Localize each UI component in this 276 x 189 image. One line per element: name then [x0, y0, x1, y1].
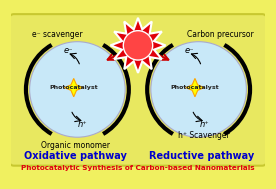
Text: Photocatalytic Synthesis of Carbon-based Nanomaterials: Photocatalytic Synthesis of Carbon-based…: [21, 165, 255, 171]
Text: h⁺ Scavenger: h⁺ Scavenger: [178, 131, 230, 140]
Text: h⁺: h⁺: [78, 120, 88, 129]
Circle shape: [151, 42, 246, 137]
Text: Photocatalyst: Photocatalyst: [49, 85, 98, 90]
Text: e⁻: e⁻: [185, 46, 194, 55]
Text: Reductive pathway: Reductive pathway: [149, 151, 254, 161]
Circle shape: [30, 42, 125, 137]
Text: e⁻: e⁻: [63, 46, 73, 55]
Polygon shape: [65, 78, 83, 97]
Polygon shape: [110, 18, 166, 73]
Text: Carbon precursor: Carbon precursor: [187, 30, 254, 39]
Circle shape: [123, 31, 153, 60]
Text: e⁻ scavenger: e⁻ scavenger: [32, 30, 83, 39]
FancyBboxPatch shape: [9, 14, 267, 166]
Text: Oxidative pathway: Oxidative pathway: [24, 151, 127, 161]
Text: Organic monomer: Organic monomer: [41, 141, 110, 150]
Text: h⁺: h⁺: [199, 120, 209, 129]
Text: Photocatalyst: Photocatalyst: [171, 85, 219, 90]
Polygon shape: [186, 78, 204, 97]
